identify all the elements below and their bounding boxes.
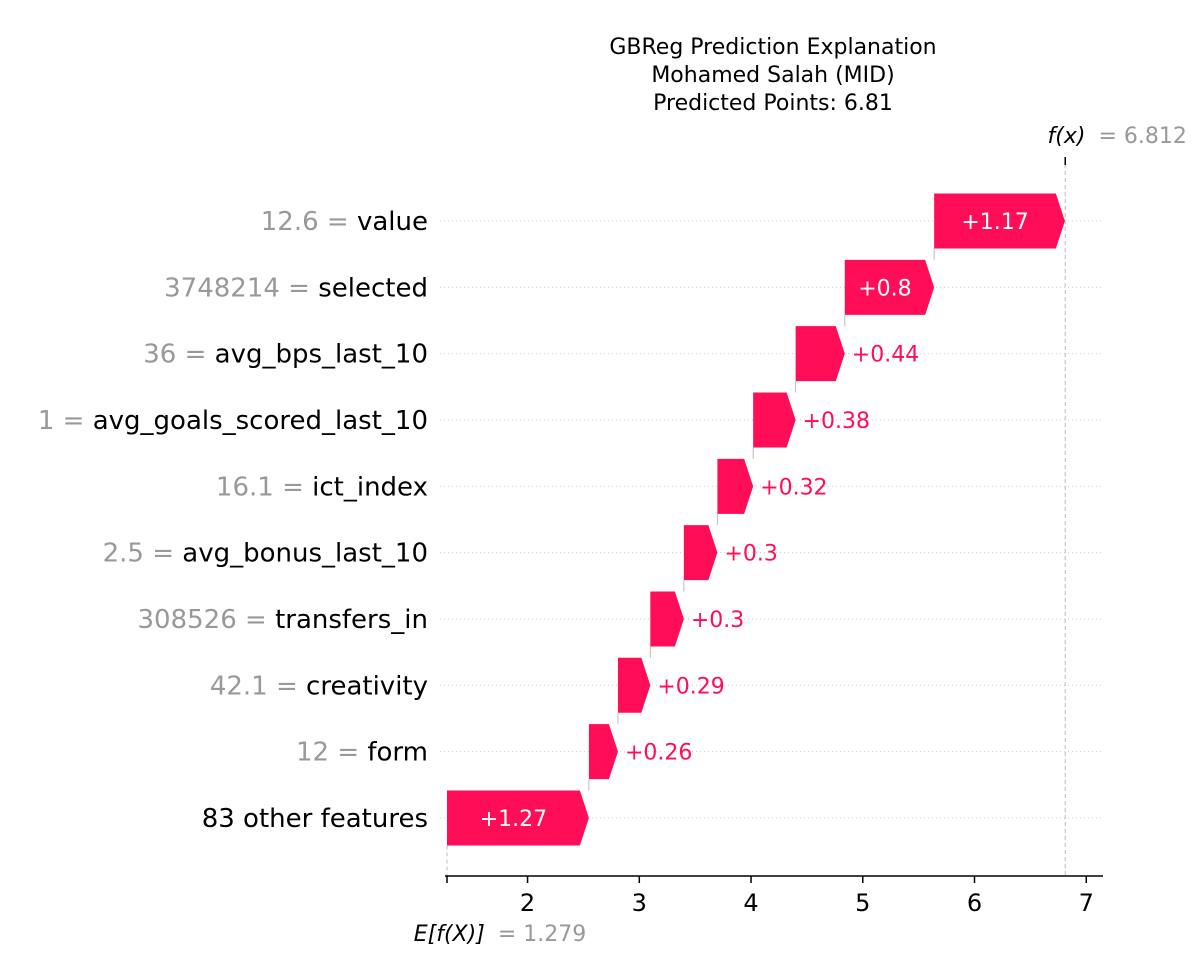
- x-tick-label: 4: [743, 889, 758, 917]
- contribution-label: +0.44: [852, 343, 919, 368]
- connector-lines: [446, 157, 1066, 876]
- x-tick-label: 6: [967, 889, 982, 917]
- feature-name: avg_bonus_last_10: [182, 539, 428, 569]
- feature-value: 1 =: [38, 406, 93, 436]
- feature-value: 12.6 =: [261, 207, 357, 237]
- chart-title-line-3: Predicted Points: 6.81: [653, 91, 893, 116]
- feature-label: 2.5 = avg_bonus_last_10: [103, 539, 428, 569]
- feature-name: form: [367, 738, 428, 768]
- feature-labels: 12.6 = value 3748214 = selected 36 = avg_b…: [38, 207, 428, 834]
- chart-title-line-2: Mohamed Salah (MID): [651, 63, 894, 88]
- feature-value: 3748214 =: [164, 273, 318, 303]
- output-label: f(x): [1048, 124, 1086, 149]
- x-tick-label: 2: [520, 889, 535, 917]
- feature-name: avg_bps_last_10: [215, 340, 428, 370]
- x-tick-label: 3: [632, 889, 647, 917]
- feature-value: 16.1 =: [216, 472, 312, 502]
- contribution-label: +0.3: [724, 542, 777, 567]
- x-axis: 2 3 4 5 6 7: [445, 875, 1103, 917]
- feature-label: 308526 = transfers_in: [137, 605, 428, 635]
- feature-value: 42.1 =: [210, 671, 306, 701]
- feature-value: 36 =: [143, 340, 214, 370]
- contribution-labels: +1.17 +0.8 +0.44 +0.38 +0.32 +0.3 +0.3 +0.29 +0.…: [480, 210, 1029, 832]
- output-value-text: = 6.812: [1098, 124, 1186, 149]
- feature-label: 12.6 = value: [261, 207, 428, 237]
- feature-name: value: [357, 207, 428, 237]
- feature-value: 12 =: [296, 738, 367, 768]
- contribution-bar: [753, 392, 796, 448]
- contribution-bar: [588, 724, 618, 780]
- contribution-bar: [650, 591, 684, 647]
- x-tick-label: 5: [855, 889, 870, 917]
- feature-value: 2.5 =: [103, 539, 183, 569]
- contribution-label: +0.32: [760, 475, 827, 500]
- contribution-bars: [447, 193, 1065, 846]
- contribution-label: +1.17: [961, 210, 1028, 235]
- feature-label: 12 = form: [296, 738, 428, 768]
- base-value-text: = 1.279: [498, 922, 586, 947]
- feature-label: 1 = avg_goals_scored_last_10: [38, 406, 428, 436]
- chart-title: GBReg Prediction Explanation Mohamed Sal…: [609, 35, 936, 116]
- base-label: E[f(X)]: [414, 922, 485, 947]
- contribution-label: +0.29: [657, 674, 724, 699]
- contribution-bar: [447, 790, 589, 846]
- feature-name: avg_goals_scored_last_10: [93, 406, 428, 436]
- feature-label: 83 other features: [202, 804, 428, 834]
- contribution-bar: [683, 525, 718, 581]
- contribution-label: +0.38: [803, 409, 870, 434]
- contribution-label: +0.26: [625, 741, 692, 766]
- feature-name: ict_index: [312, 472, 428, 502]
- contribution-label: +0.3: [691, 608, 744, 633]
- feature-name: 83 other features: [202, 804, 428, 834]
- value-annotations: f(x) = 6.812 E[f(X)] = 1.279: [414, 124, 1187, 947]
- feature-name: selected: [318, 273, 428, 303]
- feature-name: creativity: [306, 671, 428, 701]
- chart-title-line-1: GBReg Prediction Explanation: [609, 35, 936, 60]
- contribution-bar: [717, 458, 754, 514]
- output-value-label: f(x) = 6.812: [1048, 124, 1187, 149]
- contribution-label: +0.8: [858, 276, 911, 301]
- feature-label: 3748214 = selected: [164, 273, 428, 303]
- feature-name: transfers_in: [275, 605, 428, 635]
- row-gridlines: [440, 220, 1103, 819]
- feature-label: 16.1 = ict_index: [216, 472, 428, 502]
- contribution-bar: [617, 657, 651, 713]
- contribution-bar: [795, 326, 845, 382]
- feature-label: 36 = avg_bps_last_10: [143, 340, 428, 370]
- contribution-bar: [844, 259, 935, 315]
- x-tick-label: 7: [1079, 889, 1094, 917]
- feature-label: 42.1 = creativity: [210, 671, 428, 701]
- contribution-label: +1.27: [480, 807, 547, 832]
- contribution-bar: [934, 193, 1065, 249]
- base-value-label: E[f(X)] = 1.279: [414, 922, 586, 947]
- feature-value: 308526 =: [137, 605, 275, 635]
